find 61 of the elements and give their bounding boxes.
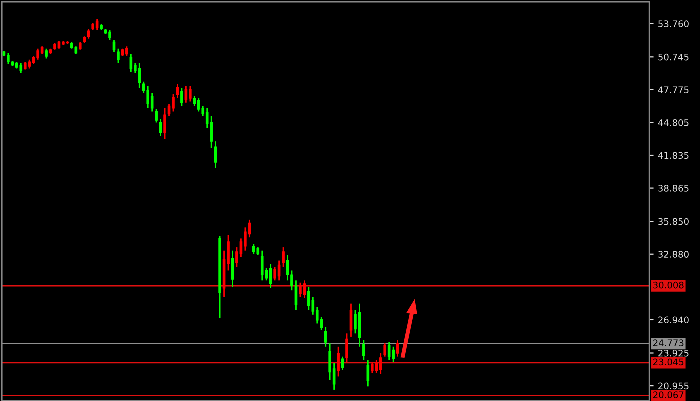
candlestick (138, 62, 142, 90)
candlestick (324, 326, 328, 348)
ref-line-label: 23.045 (654, 358, 684, 366)
candlestick (150, 92, 154, 112)
candlestick (126, 46, 128, 58)
y-tick-label: 50.745 (658, 54, 689, 61)
candlestick (354, 310, 357, 334)
candlestick (350, 303, 353, 338)
candlestick (155, 108, 158, 124)
y-tick-label: 44.805 (658, 119, 689, 126)
candlestick (282, 246, 285, 268)
candlestick (341, 356, 344, 371)
candlestick (244, 226, 247, 252)
candlestick (384, 342, 387, 358)
candlestick (87, 28, 90, 40)
y-tick-label: 38.865 (658, 185, 689, 192)
candlestick (379, 352, 382, 376)
candlestick (146, 86, 150, 110)
candlestick (392, 346, 395, 364)
candlestick (328, 342, 332, 381)
y-tick-label: 20.955 (658, 382, 689, 390)
candlestick (176, 83, 180, 100)
candlestick (164, 108, 166, 140)
candlestick (108, 29, 112, 41)
candlestick (36, 48, 40, 61)
candlestick (117, 48, 120, 64)
ref-line-label: 24.773 (654, 340, 684, 347)
candlestick (189, 86, 192, 103)
candlestick (396, 340, 400, 358)
y-tick-label: 26.940 (658, 316, 689, 324)
candlestick (362, 340, 366, 361)
y-tick-label: 23.925 (658, 350, 689, 357)
y-tick-label: 53.760 (658, 20, 689, 28)
candlestick (214, 140, 218, 169)
candlestick (7, 52, 10, 65)
candlestick (197, 98, 200, 112)
candlestick (375, 359, 378, 374)
y-tick-label: 47.775 (658, 86, 689, 94)
candlestick (193, 96, 196, 107)
candlestick (274, 266, 276, 282)
candlestick (346, 332, 348, 364)
candlestick (269, 263, 272, 290)
candlestick (210, 115, 213, 149)
candlestick (180, 88, 184, 107)
candlestick (112, 39, 116, 53)
candlestick (303, 280, 306, 300)
y-tick-label: 41.835 (658, 152, 689, 160)
candlestick (45, 48, 48, 60)
ref-line-label: 20.067 (654, 392, 684, 398)
y-tick-label: 32.880 (658, 251, 689, 258)
candlestick (299, 282, 302, 298)
candlestick (252, 244, 256, 255)
candlestick (260, 250, 264, 282)
ref-line-label: 30.008 (654, 282, 684, 289)
candlestick (308, 286, 310, 312)
candlestick (172, 93, 175, 112)
candlestick (337, 346, 340, 378)
candlestick (231, 250, 234, 288)
candlestick (20, 62, 23, 74)
candlestick (370, 362, 374, 374)
y-tick-label: 35.850 (658, 218, 689, 226)
